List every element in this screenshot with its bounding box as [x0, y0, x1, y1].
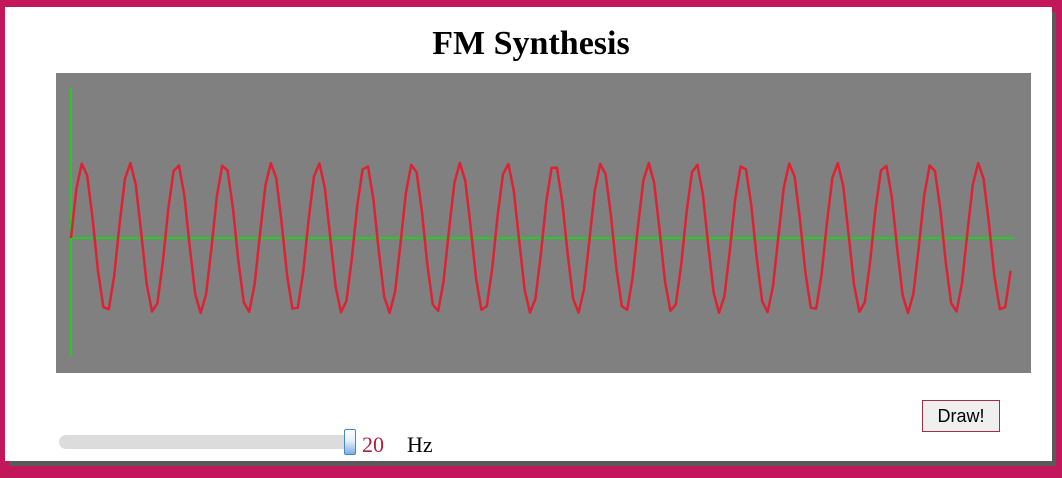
frequency-slider-track[interactable]: [59, 435, 353, 449]
page-title: FM Synthesis: [432, 25, 630, 62]
frequency-slider-thumb[interactable]: [344, 429, 356, 455]
waveform-svg: [69, 88, 1014, 356]
fm-wave-series: [69, 161, 1012, 315]
frequency-unit: Hz: [407, 432, 433, 457]
waveform-plot: [56, 73, 1031, 373]
frequency-value: 20: [362, 432, 384, 457]
draw-button[interactable]: Draw!: [922, 400, 1000, 432]
